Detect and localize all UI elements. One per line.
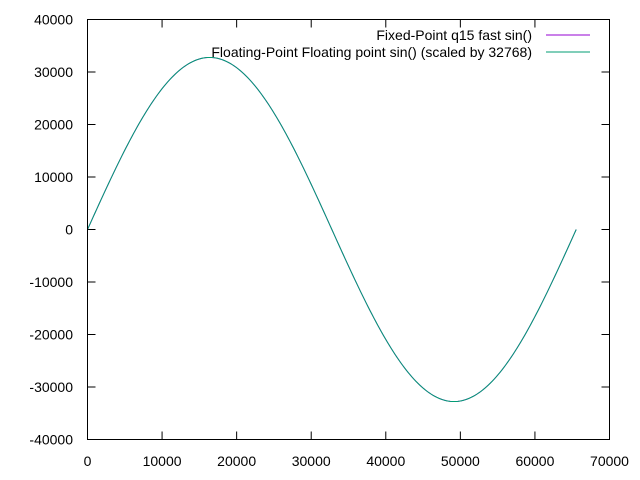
y-tick-label: -30000 <box>29 379 73 395</box>
x-tick-label: 70000 <box>590 453 629 469</box>
series-lines <box>87 56 577 403</box>
x-tick-label: 20000 <box>217 453 256 469</box>
y-tick-label: 0 <box>65 222 73 238</box>
y-tick-label: 30000 <box>34 64 73 80</box>
plot-frame <box>87 19 610 440</box>
axis-ticks <box>87 19 610 440</box>
y-tick-label: 10000 <box>34 169 73 185</box>
x-tick-label: 60000 <box>515 453 554 469</box>
y-tick-label: 20000 <box>34 117 73 133</box>
legend-label-2: Floating-Point Floating point sin() (sca… <box>211 44 532 60</box>
series-line-2 <box>87 56 577 403</box>
x-tick-label: 30000 <box>292 453 331 469</box>
x-tick-label: 0 <box>84 453 92 469</box>
y-tick-label: 40000 <box>34 12 73 28</box>
x-tick-label: 10000 <box>143 453 182 469</box>
x-tick-label: 50000 <box>441 453 480 469</box>
legend-label-1: Fixed-Point q15 fast sin() <box>376 27 532 43</box>
y-tick-label: -20000 <box>29 327 73 343</box>
y-tick-label: -40000 <box>29 432 73 448</box>
legend: Fixed-Point q15 fast sin()Floating-Point… <box>211 27 590 60</box>
y-tick-label: -10000 <box>29 274 73 290</box>
axis-tick-labels: 0 10000 20000 30000 40000 50000 60000 70000 -400… <box>29 12 629 470</box>
x-tick-label: 40000 <box>366 453 405 469</box>
